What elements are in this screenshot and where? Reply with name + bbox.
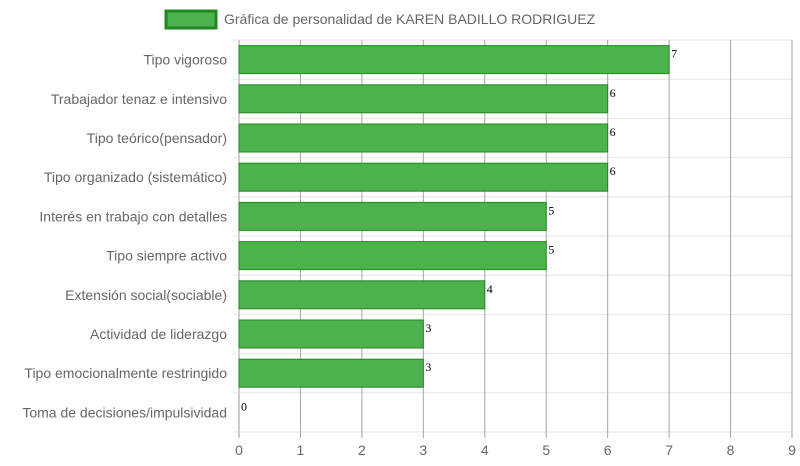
category-label: Tipo emocionalmente restringido [24,365,227,381]
bars [238,45,670,388]
category-label: Toma de decisiones/impulsividad [22,404,227,420]
category-label: Actividad de liderazgo [90,326,227,342]
data-label: 6 [610,164,616,178]
bar[interactable] [238,319,424,349]
legend[interactable]: Gráfica de personalidad de KAREN BADILLO… [164,9,596,30]
x-axis-tick-labels: 0 1 2 3 4 5 6 7 8 9 [235,442,796,458]
category-label: Tipo siempre activo [106,248,227,264]
category-label: Interés en trabajo con detalles [39,208,227,224]
x-tick-label: 9 [788,442,796,458]
legend-swatch[interactable] [164,9,218,30]
data-label: 3 [425,360,431,374]
data-label: 7 [671,47,677,61]
x-tick-label: 8 [727,442,735,458]
category-label: Trabajador tenaz e intensivo [51,91,227,107]
value-labels: 7 6 6 6 5 5 4 3 3 0 [241,47,677,414]
data-label: 6 [610,125,616,139]
x-tick-label: 0 [235,442,243,458]
data-label: 3 [425,321,431,335]
bar[interactable] [238,201,547,231]
legend-label[interactable]: Gráfica de personalidad de KAREN BADILLO… [224,11,596,27]
bar[interactable] [238,84,609,114]
data-label: 0 [241,399,247,413]
data-label: 6 [610,86,616,100]
data-label: 4 [487,282,493,296]
data-label: 5 [548,203,554,217]
x-tick-label: 3 [419,442,427,458]
x-tick-label: 4 [481,442,489,458]
category-label: Tipo teórico(pensador) [87,130,227,146]
bar[interactable] [238,123,609,153]
bar[interactable] [238,358,424,388]
bar[interactable] [238,45,670,75]
category-label: Tipo vigoroso [143,52,227,68]
x-tick-label: 6 [604,442,612,458]
bar[interactable] [238,280,486,310]
bar[interactable] [238,162,609,192]
x-tick-label: 5 [542,442,550,458]
x-tick-label: 2 [358,442,366,458]
x-tick-label: 7 [665,442,673,458]
bar[interactable] [238,241,547,271]
category-labels: Tipo vigoroso Trabajador tenaz e intensiv… [22,52,227,421]
data-label: 5 [548,243,554,257]
category-label: Tipo organizado (sistemático) [44,169,227,185]
x-tick-label: 1 [297,442,305,458]
category-label: Extensión social(sociable) [65,287,227,303]
